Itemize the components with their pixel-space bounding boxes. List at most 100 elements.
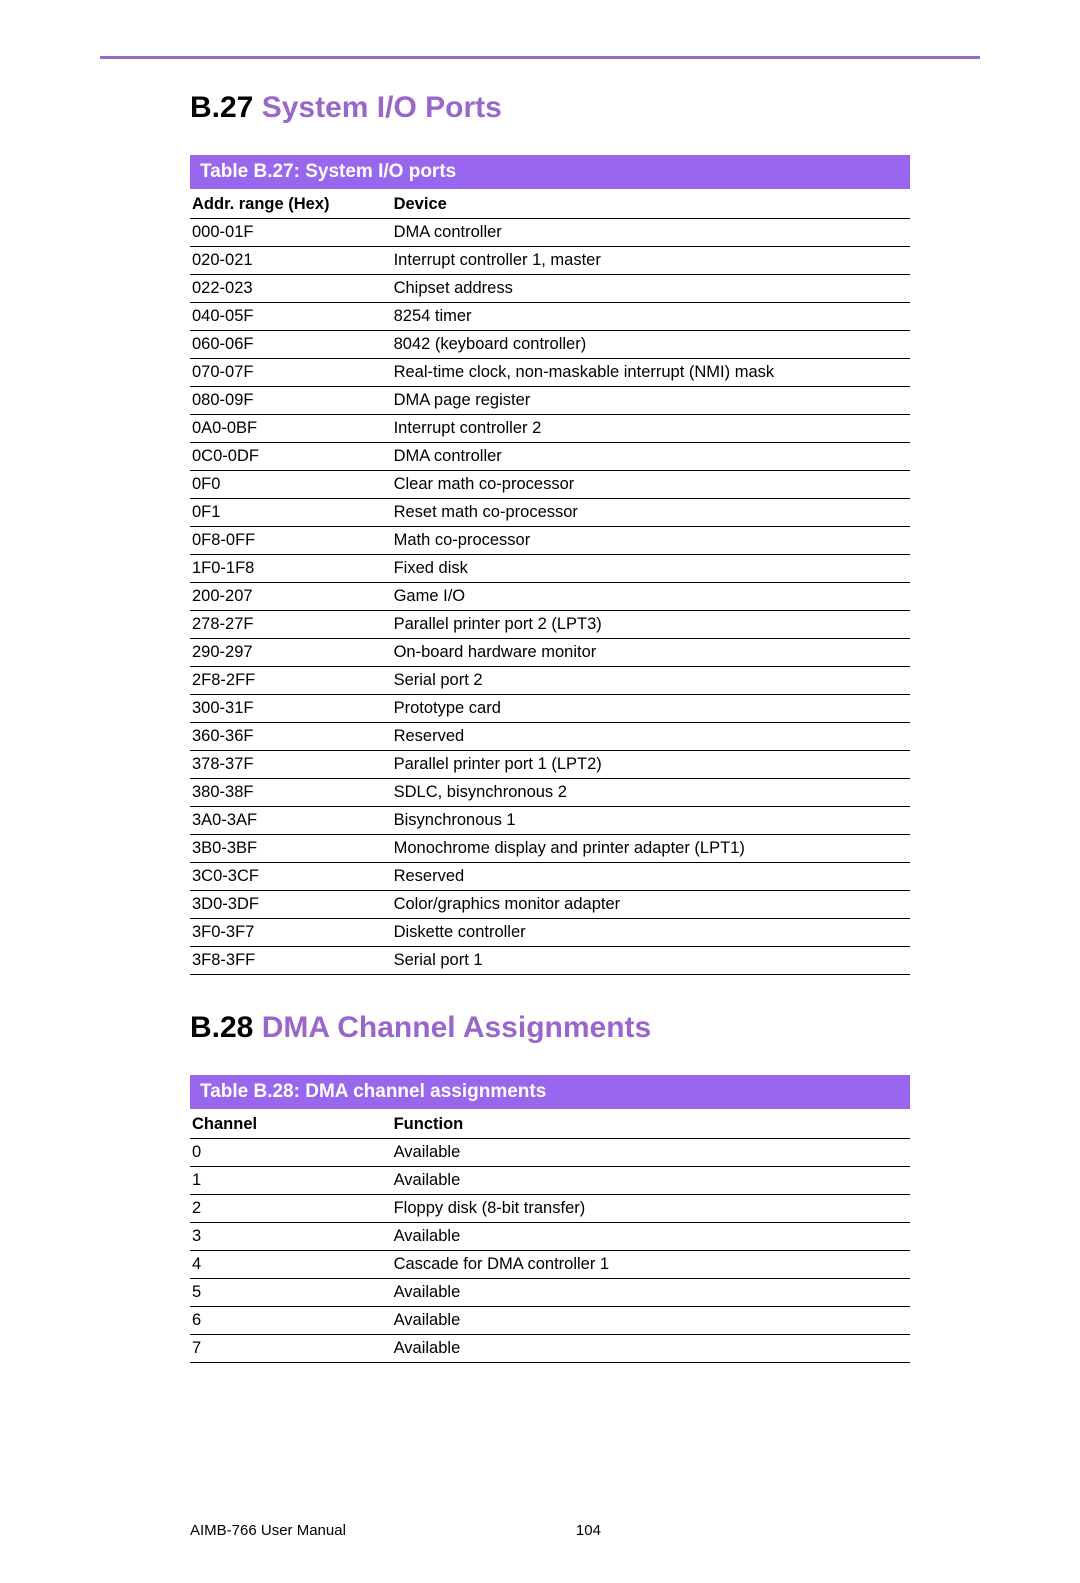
section-title: DMA Channel Assignments xyxy=(262,1011,652,1044)
table-cell: 040-05F xyxy=(190,303,392,331)
section-heading-b27: B.27 System I/O Ports xyxy=(190,91,910,125)
table-cell: 3C0-3CF xyxy=(190,863,392,891)
table-row: 022-023Chipset address xyxy=(190,275,910,303)
table-cell: Diskette controller xyxy=(392,919,910,947)
table-cell: Fixed disk xyxy=(392,555,910,583)
table-cell: SDLC, bisynchronous 2 xyxy=(392,779,910,807)
table-row: 4Cascade for DMA controller 1 xyxy=(190,1251,910,1279)
table-row: 020-021Interrupt controller 1, master xyxy=(190,247,910,275)
table-cell: 070-07F xyxy=(190,359,392,387)
table-cell: 3D0-3DF xyxy=(190,891,392,919)
table-header-cell: Function xyxy=(392,1109,910,1139)
table-cell: Bisynchronous 1 xyxy=(392,807,910,835)
table-cell: DMA controller xyxy=(392,219,910,247)
table-row: 080-09FDMA page register xyxy=(190,387,910,415)
table-row: 6Available xyxy=(190,1307,910,1335)
table-row: 1Available xyxy=(190,1167,910,1195)
table-cell: Interrupt controller 2 xyxy=(392,415,910,443)
table-caption-row: Table B.27: System I/O ports xyxy=(190,155,910,189)
table-cell: Real-time clock, non-maskable interrupt … xyxy=(392,359,910,387)
table-row: 2Floppy disk (8-bit transfer) xyxy=(190,1195,910,1223)
table-cell: Available xyxy=(392,1307,910,1335)
section-heading-b28: B.28 DMA Channel Assignments xyxy=(190,1011,910,1045)
table-cell: 360-36F xyxy=(190,723,392,751)
table-cell: Reserved xyxy=(392,723,910,751)
table-cell: 3F8-3FF xyxy=(190,947,392,975)
table-cell: Available xyxy=(392,1279,910,1307)
content-area: B.27 System I/O Ports Table B.27: System… xyxy=(0,59,1080,1363)
table-cell: Serial port 2 xyxy=(392,667,910,695)
footer-page-number: 104 xyxy=(576,1522,601,1539)
table-cell: Color/graphics monitor adapter xyxy=(392,891,910,919)
table-cell: 278-27F xyxy=(190,611,392,639)
table-caption: Table B.27: System I/O ports xyxy=(190,155,910,189)
table-cell: 022-023 xyxy=(190,275,392,303)
table-row: 3F8-3FFSerial port 1 xyxy=(190,947,910,975)
table-cell: 2 xyxy=(190,1195,392,1223)
table-cell: 0F0 xyxy=(190,471,392,499)
table-row: 1F0-1F8Fixed disk xyxy=(190,555,910,583)
table-header-cell: Channel xyxy=(190,1109,392,1139)
table-cell: Available xyxy=(392,1139,910,1167)
table-row: 3F0-3F7Diskette controller xyxy=(190,919,910,947)
table-cell: 020-021 xyxy=(190,247,392,275)
page-footer: AIMB-766 User Manual 104 xyxy=(0,1522,1080,1539)
table-row: 3A0-3AFBisynchronous 1 xyxy=(190,807,910,835)
table-cell: Chipset address xyxy=(392,275,910,303)
table-cell: Math co-processor xyxy=(392,527,910,555)
table-cell: 060-06F xyxy=(190,331,392,359)
table-caption: Table B.28: DMA channel assignments xyxy=(190,1075,910,1109)
table-row: 2F8-2FFSerial port 2 xyxy=(190,667,910,695)
table-cell: 3 xyxy=(190,1223,392,1251)
table-row: 7Available xyxy=(190,1335,910,1363)
table-row: 200-207Game I/O xyxy=(190,583,910,611)
table-row: 0A0-0BFInterrupt controller 2 xyxy=(190,415,910,443)
table-cell: Reserved xyxy=(392,863,910,891)
table-row: 5Available xyxy=(190,1279,910,1307)
table-cell: Reset math co-processor xyxy=(392,499,910,527)
table-cell: 0F1 xyxy=(190,499,392,527)
table-row: 278-27FParallel printer port 2 (LPT3) xyxy=(190,611,910,639)
table-cell: Game I/O xyxy=(392,583,910,611)
table-row: 000-01FDMA controller xyxy=(190,219,910,247)
table-dma-channel-assignments: Table B.28: DMA channel assignments Chan… xyxy=(190,1075,910,1363)
table-row: 378-37FParallel printer port 1 (LPT2) xyxy=(190,751,910,779)
table-cell: 0A0-0BF xyxy=(190,415,392,443)
table-row: 3C0-3CFReserved xyxy=(190,863,910,891)
table-cell: 378-37F xyxy=(190,751,392,779)
table-cell: Parallel printer port 1 (LPT2) xyxy=(392,751,910,779)
table-row: 360-36FReserved xyxy=(190,723,910,751)
table-cell: 5 xyxy=(190,1279,392,1307)
table-row: 290-297On-board hardware monitor xyxy=(190,639,910,667)
table-cell: Serial port 1 xyxy=(392,947,910,975)
table-cell: 0F8-0FF xyxy=(190,527,392,555)
table-row: 0F1Reset math co-processor xyxy=(190,499,910,527)
table-cell: 300-31F xyxy=(190,695,392,723)
table-cell: Interrupt controller 1, master xyxy=(392,247,910,275)
table-cell: Available xyxy=(392,1335,910,1363)
table-cell: Parallel printer port 2 (LPT3) xyxy=(392,611,910,639)
section-number: B.28 xyxy=(190,1011,253,1044)
table-cell: Available xyxy=(392,1223,910,1251)
page: B.27 System I/O Ports Table B.27: System… xyxy=(0,56,1080,1583)
table-cell: 380-38F xyxy=(190,779,392,807)
table-system-io-ports: Table B.27: System I/O ports Addr. range… xyxy=(190,155,910,975)
table-cell: 200-207 xyxy=(190,583,392,611)
table-cell: Floppy disk (8-bit transfer) xyxy=(392,1195,910,1223)
table-cell: Clear math co-processor xyxy=(392,471,910,499)
table-header-row: Addr. range (Hex) Device xyxy=(190,189,910,219)
table-cell: DMA controller xyxy=(392,443,910,471)
table-row: 3B0-3BFMonochrome display and printer ad… xyxy=(190,835,910,863)
table-cell: 8254 timer xyxy=(392,303,910,331)
table-cell: 3F0-3F7 xyxy=(190,919,392,947)
table-cell: 000-01F xyxy=(190,219,392,247)
table-cell: 3B0-3BF xyxy=(190,835,392,863)
section-title: System I/O Ports xyxy=(262,91,502,124)
table-cell: 4 xyxy=(190,1251,392,1279)
table-row: 380-38FSDLC, bisynchronous 2 xyxy=(190,779,910,807)
table-cell: Cascade for DMA controller 1 xyxy=(392,1251,910,1279)
table-row: 060-06F8042 (keyboard controller) xyxy=(190,331,910,359)
table-row: 3Available xyxy=(190,1223,910,1251)
table-cell: 0C0-0DF xyxy=(190,443,392,471)
table-header-cell: Device xyxy=(392,189,910,219)
